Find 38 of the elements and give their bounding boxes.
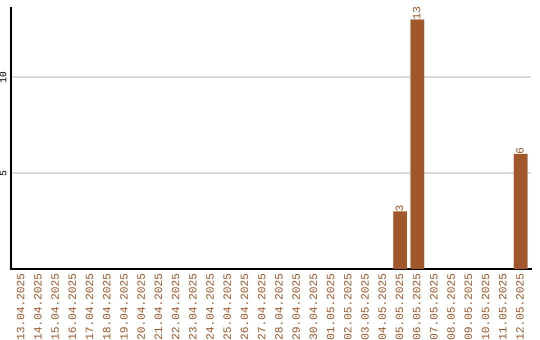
x-tick-label: 09.05.2025 — [464, 274, 472, 340]
x-tick-label: 24.04.2025 — [206, 274, 214, 340]
x-tick-label: 22.04.2025 — [172, 274, 180, 340]
x-tick-label: 28.04.2025 — [275, 274, 283, 340]
data-label: 13 — [412, 6, 420, 19]
x-tick-label: 19.04.2025 — [120, 274, 128, 340]
x-tick-label: 05.05.2025 — [396, 274, 404, 340]
data-label: 6 — [516, 148, 524, 154]
x-tick-label: 11.05.2025 — [498, 274, 506, 340]
x-tick-label: 02.05.2025 — [344, 274, 352, 340]
x-tick-label: 29.04.2025 — [292, 274, 300, 340]
x-tick-label: 15.04.2025 — [51, 274, 59, 340]
x-tick-label: 14.04.2025 — [34, 274, 42, 340]
y-tick-label: 10 — [0, 72, 6, 82]
x-tick-label: 10.05.2025 — [482, 274, 490, 340]
x-tick-label: 27.04.2025 — [258, 274, 266, 340]
x-tick-label: 06.05.2025 — [412, 274, 420, 340]
bar — [514, 154, 528, 269]
data-label: 3 — [396, 205, 404, 211]
x-tick-label: 17.04.2025 — [86, 274, 94, 340]
x-tick-label: 12.05.2025 — [516, 274, 524, 340]
x-tick-label: 07.05.2025 — [430, 274, 438, 340]
x-tick-label: 18.04.2025 — [102, 274, 110, 340]
x-tick-label: 26.04.2025 — [240, 274, 248, 340]
x-tick-label: 01.05.2025 — [326, 274, 334, 340]
x-tick-label: 20.04.2025 — [137, 274, 145, 340]
x-tick-label: 04.05.2025 — [378, 274, 386, 340]
x-tick-label: 08.05.2025 — [447, 274, 455, 340]
x-tick-label: 16.04.2025 — [68, 274, 76, 340]
x-tick-label: 13.04.2025 — [16, 274, 24, 340]
x-tick-label: 21.04.2025 — [154, 274, 162, 340]
bar — [410, 20, 424, 269]
x-tick-label: 30.04.2025 — [309, 274, 318, 340]
x-tick-label: 23.04.2025 — [188, 274, 196, 340]
x-tick-label: 25.04.2025 — [223, 274, 231, 340]
bar — [393, 211, 408, 269]
y-tick-label: 5 — [0, 170, 6, 176]
x-tick-label: 03.05.2025 — [361, 274, 369, 340]
